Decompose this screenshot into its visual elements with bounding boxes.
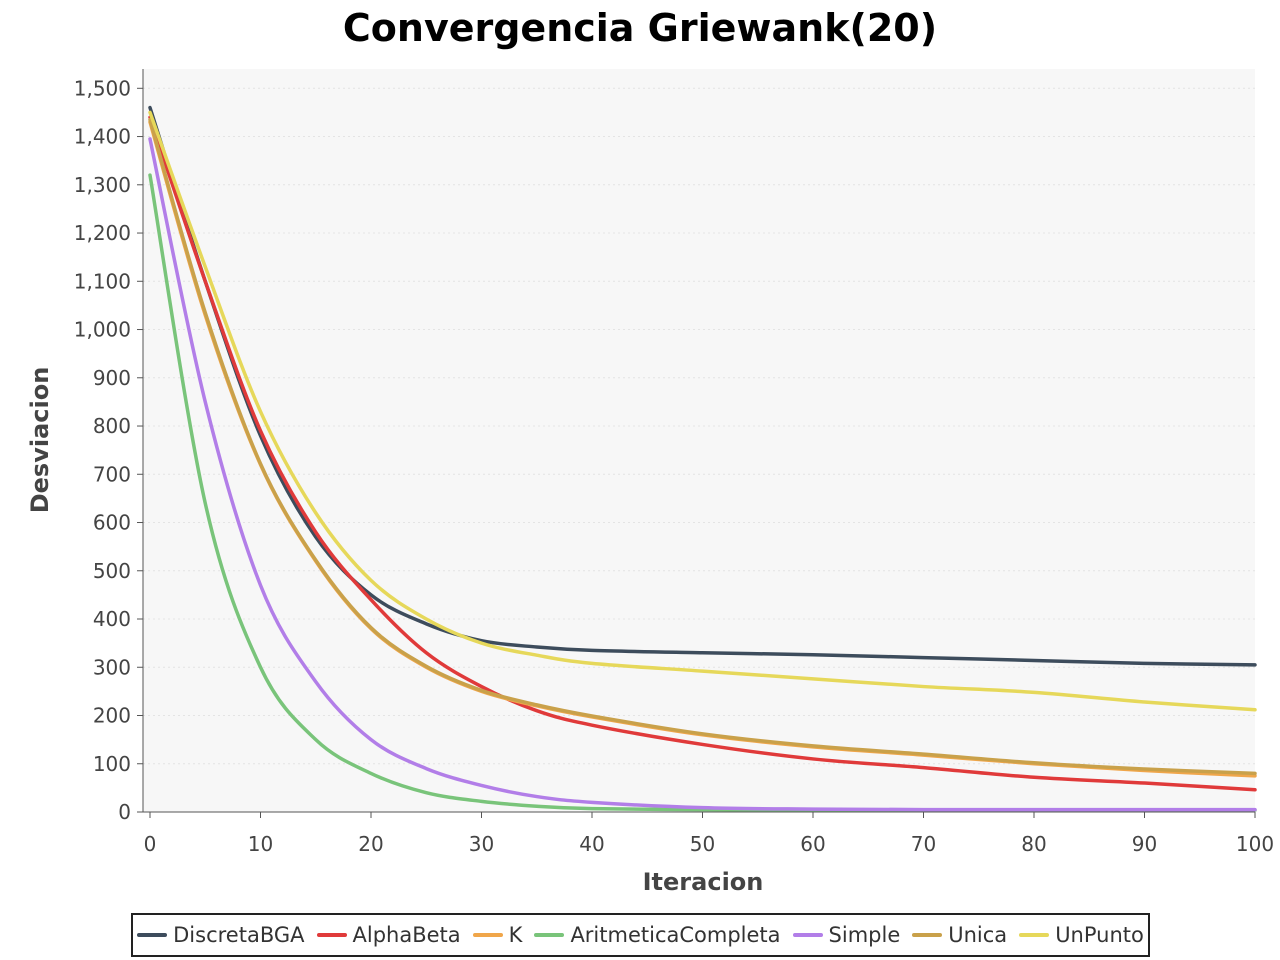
legend-swatch [316,933,347,937]
y-tick-label: 1,200 [74,221,131,245]
y-tick-label: 0 [118,800,131,824]
y-tick-label: 1,400 [74,125,131,149]
y-axis-title: Desviacion [26,367,54,514]
chart-plot: 0 10 20 30 40 50 60 70 80 90 100 0 100 200 300 400 500 6… [26,69,1274,896]
legend-swatch [792,933,823,937]
y-tick-label: 200 [93,704,131,728]
legend-label: AritmeticaCompleta [570,923,781,947]
legend-label: K [508,923,523,947]
y-tick-label: 100 [93,752,131,776]
series-line-alphabeta [148,115,1257,792]
x-tick-label: 0 [144,832,157,856]
legend-item-simple: Simple [792,923,901,947]
y-tick-label: 1,000 [74,318,131,342]
legend-label: AlphaBeta [352,923,461,947]
legend-item-unica: Unica [912,923,1007,947]
x-ticks: 0 10 20 30 40 50 60 70 80 90 100 [144,812,1274,856]
y-tick-label: 600 [93,511,131,535]
legend-item-k: K [472,923,523,947]
x-tick-label: 80 [1021,832,1046,856]
y-tick-label: 400 [93,607,131,631]
legend-label: Unica [948,923,1008,947]
series-line-unpunto [148,110,1257,712]
chart-title: Convergencia Griewank(20) [342,6,938,50]
legend-swatch [534,933,565,937]
legend-label: UnPunto [1055,923,1144,947]
series-line-simple [148,137,1257,812]
series-lines [148,105,1257,812]
series-line-discretabga [148,105,1257,667]
x-axis-title: Iteracion [643,868,764,896]
x-tick-label: 100 [1236,832,1274,856]
x-tick-label: 70 [911,832,936,856]
plot-background [143,69,1255,812]
x-tick-label: 20 [358,832,383,856]
x-tick-label: 50 [690,832,715,856]
legend-swatch [1019,933,1050,937]
x-tick-label: 40 [579,832,604,856]
y-tick-label: 1,500 [74,76,131,100]
x-tick-label: 10 [248,832,273,856]
x-tick-label: 90 [1132,832,1157,856]
legend-swatch [472,933,503,937]
legend-item-alphabeta: AlphaBeta [316,923,461,947]
legend-label: Simple [828,923,901,947]
y-tick-label: 900 [93,366,131,390]
y-tick-label: 500 [93,559,131,583]
legend-item-unpunto: UnPunto [1019,923,1144,947]
legend-label: DiscretaBGA [173,923,305,947]
legend: DiscretaBGA AlphaBeta K AritmeticaCompleta S… [131,913,1150,957]
grid-lines [143,87,1255,765]
legend-swatch [137,933,168,937]
legend-item-discretabga: DiscretaBGA [137,923,305,947]
y-tick-label: 1,300 [74,173,131,197]
legend-item-aritmeticacompleta: AritmeticaCompleta [534,923,781,947]
x-tick-label: 60 [800,832,825,856]
legend-swatch [912,933,943,937]
y-tick-label: 1,100 [74,269,131,293]
y-tick-label: 300 [93,655,131,679]
y-tick-label: 800 [93,414,131,438]
x-tick-label: 30 [469,832,494,856]
series-line-unica [148,117,1257,776]
y-tick-label: 700 [93,462,131,486]
y-ticks: 0 100 200 300 400 500 600 700 800 900 1,000 1,100 1,… [74,76,143,824]
